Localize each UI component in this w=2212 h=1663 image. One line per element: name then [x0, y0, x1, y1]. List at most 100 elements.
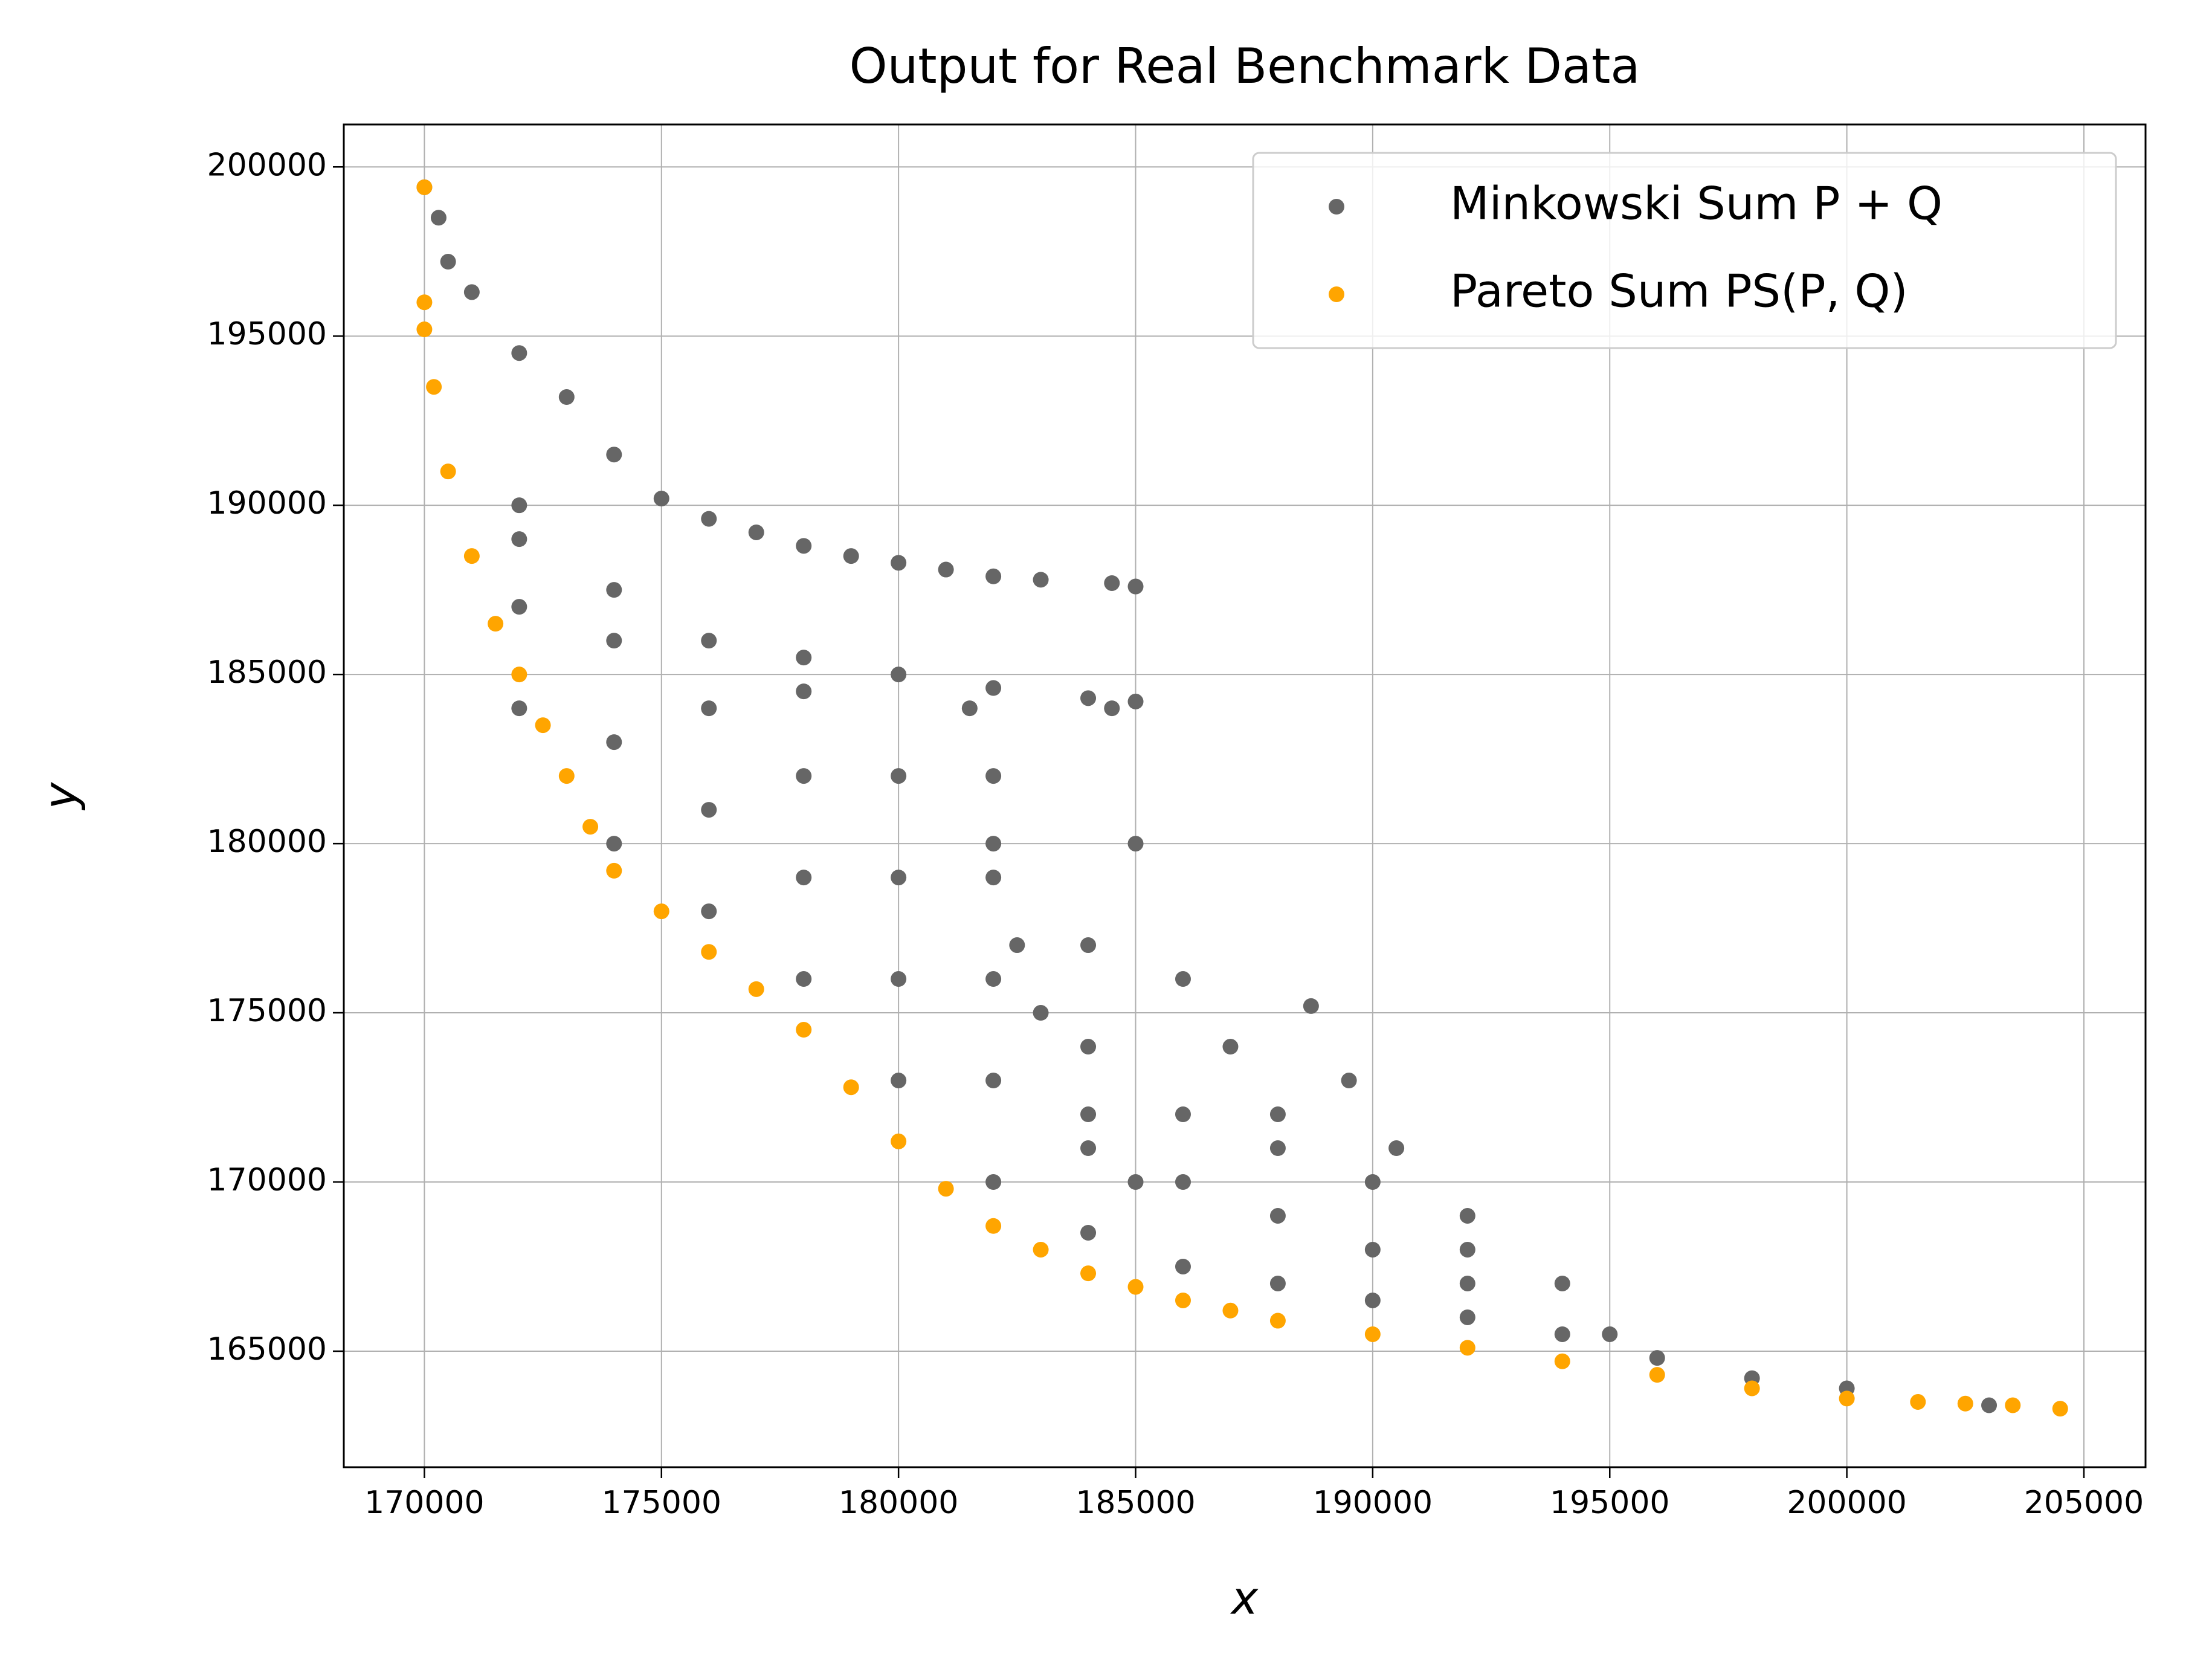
point	[985, 680, 1002, 696]
point	[1127, 1279, 1144, 1295]
point	[891, 1073, 907, 1089]
point	[1364, 1292, 1381, 1308]
point	[985, 870, 1002, 886]
plot-frame	[343, 123, 2147, 1468]
point	[1127, 836, 1144, 852]
y-tick-label: 200000	[207, 147, 327, 183]
point	[440, 463, 456, 480]
point	[1554, 1275, 1570, 1291]
point	[796, 768, 812, 784]
point	[535, 717, 551, 734]
point	[938, 561, 954, 578]
point	[985, 1073, 1002, 1089]
point	[1175, 971, 1191, 987]
x-tick-label: 170000	[364, 1485, 485, 1521]
point	[511, 345, 527, 361]
point	[558, 389, 575, 405]
point	[416, 179, 433, 195]
point	[426, 379, 442, 395]
point	[1080, 690, 1097, 706]
point	[1175, 1106, 1191, 1123]
point	[606, 862, 622, 879]
point	[843, 1079, 859, 1096]
point	[891, 870, 907, 886]
point	[1033, 572, 1049, 588]
point	[985, 836, 1002, 852]
point	[463, 284, 480, 300]
point	[701, 511, 717, 527]
point	[1127, 578, 1144, 595]
point	[796, 1022, 812, 1038]
x-tick-label: 190000	[1313, 1485, 1433, 1521]
point	[1459, 1275, 1475, 1291]
point	[606, 734, 622, 751]
legend-box	[1252, 152, 2117, 349]
point	[1269, 1106, 1286, 1123]
point	[985, 568, 1002, 584]
point	[1459, 1207, 1475, 1224]
point	[463, 548, 480, 564]
point	[440, 254, 456, 270]
point	[653, 490, 669, 506]
point	[1981, 1397, 1998, 1413]
legend: Minkowski Sum P + Q Pareto Sum PS(P, Q)	[1252, 152, 2117, 349]
x-tick-label: 180000	[839, 1485, 959, 1521]
point	[1364, 1326, 1381, 1342]
y-axis-label: y	[34, 781, 87, 810]
point	[1080, 1039, 1097, 1055]
point	[511, 599, 527, 615]
point	[606, 836, 622, 852]
point	[961, 700, 978, 717]
point	[1364, 1174, 1381, 1190]
x-tick-label: 185000	[1075, 1485, 1196, 1521]
point	[701, 633, 717, 649]
point	[985, 1174, 1002, 1190]
point	[511, 667, 527, 683]
point	[1303, 998, 1319, 1014]
point	[1839, 1390, 1855, 1407]
point	[1175, 1174, 1191, 1190]
y-tick-label: 165000	[207, 1331, 327, 1368]
point	[1602, 1326, 1618, 1342]
point	[701, 903, 717, 920]
y-tick-label: 185000	[207, 654, 327, 691]
legend-label: Minkowski Sum P + Q	[1450, 177, 1943, 230]
point	[701, 700, 717, 717]
point	[1649, 1350, 1665, 1366]
point	[1175, 1292, 1191, 1308]
x-axis-label: x	[1230, 1572, 1259, 1625]
point	[1269, 1207, 1286, 1224]
legend-marker	[1329, 286, 1344, 302]
point	[1649, 1367, 1665, 1383]
point	[796, 538, 812, 554]
point	[1080, 1140, 1097, 1157]
point	[1269, 1275, 1286, 1291]
point	[1127, 693, 1144, 709]
point	[1080, 1106, 1097, 1123]
chart-title: Output for Real Benchmark Data	[850, 38, 1640, 94]
point	[1341, 1073, 1357, 1089]
point	[1910, 1393, 1926, 1410]
point	[416, 321, 433, 338]
point	[1080, 1265, 1097, 1282]
point	[1080, 937, 1097, 954]
x-tick-label: 175000	[602, 1485, 722, 1521]
point	[1009, 937, 1025, 954]
y-tick-label: 180000	[207, 824, 327, 860]
point	[606, 447, 622, 463]
point	[1388, 1140, 1405, 1157]
x-tick-label: 200000	[1787, 1485, 1907, 1521]
point	[796, 870, 812, 886]
point	[511, 700, 527, 717]
point	[558, 768, 575, 784]
point	[748, 981, 764, 997]
point	[1222, 1302, 1239, 1319]
y-tick-label: 170000	[207, 1162, 327, 1198]
point	[891, 1133, 907, 1149]
point	[1957, 1395, 1973, 1412]
point	[1459, 1340, 1475, 1356]
point	[2052, 1401, 2068, 1417]
point	[748, 524, 764, 540]
point	[796, 683, 812, 700]
